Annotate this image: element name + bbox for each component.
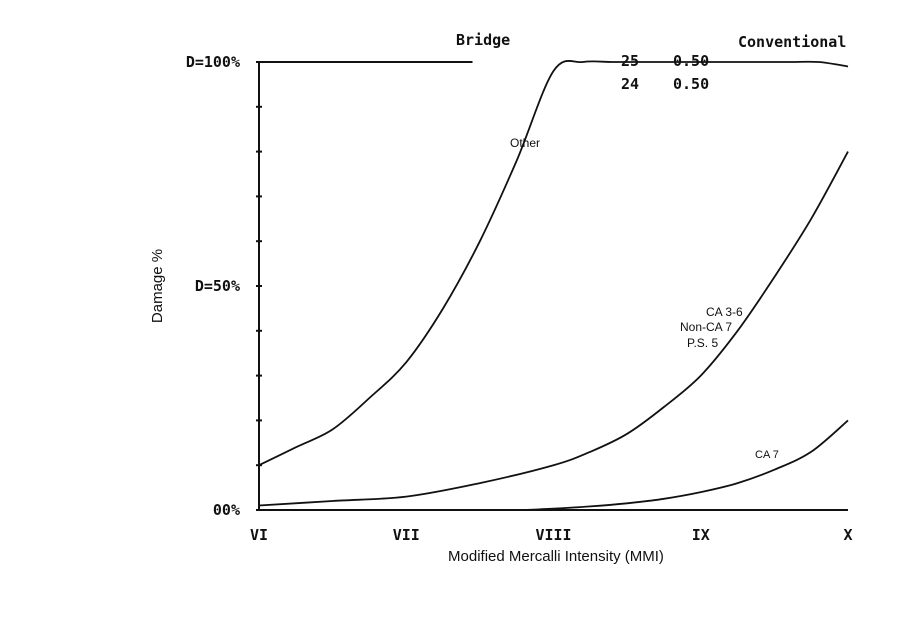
y-tick-label: D=100% <box>186 53 240 71</box>
x-tick-label: VI <box>250 526 268 544</box>
x-tick-label: X <box>843 526 852 544</box>
legend-row-1-b: 0.50 <box>673 52 709 70</box>
y-tick-label: D=50% <box>195 277 240 295</box>
x-tick-label: VIII <box>535 526 571 544</box>
y-minor-ticks <box>256 61 262 511</box>
y-tick-labels: D=100% D=50% 00% <box>186 53 240 519</box>
title-bridge: Bridge <box>456 31 510 49</box>
label-non-ca7: Non-CA 7 <box>680 320 732 334</box>
series-ca7-line <box>523 419 849 511</box>
legend-table: 25 0.50 24 0.50 <box>621 52 709 93</box>
legend-row-2-a: 24 <box>621 75 639 93</box>
label-ps5: P.S. 5 <box>687 336 718 350</box>
x-tick-label: IX <box>692 526 710 544</box>
label-other: Other <box>510 136 540 150</box>
series-other-line <box>258 59 849 467</box>
label-ca3-6: CA 3-6 <box>706 305 743 319</box>
label-ca7: CA 7 <box>755 449 779 461</box>
title-conventional: Conventional <box>738 33 846 51</box>
series-ca3-6-line <box>258 151 849 507</box>
y-tick-label: 00% <box>213 501 240 519</box>
y-axis-title: Damage % <box>149 249 166 323</box>
legend-row-1-a: 25 <box>621 52 639 70</box>
x-tick-label: VII <box>393 526 420 544</box>
x-tick-labels: VI VII VIII IX X <box>250 526 853 544</box>
legend-row-2-b: 0.50 <box>673 75 709 93</box>
x-axis-title: Modified Mercalli Intensity (MMI) <box>448 548 664 565</box>
